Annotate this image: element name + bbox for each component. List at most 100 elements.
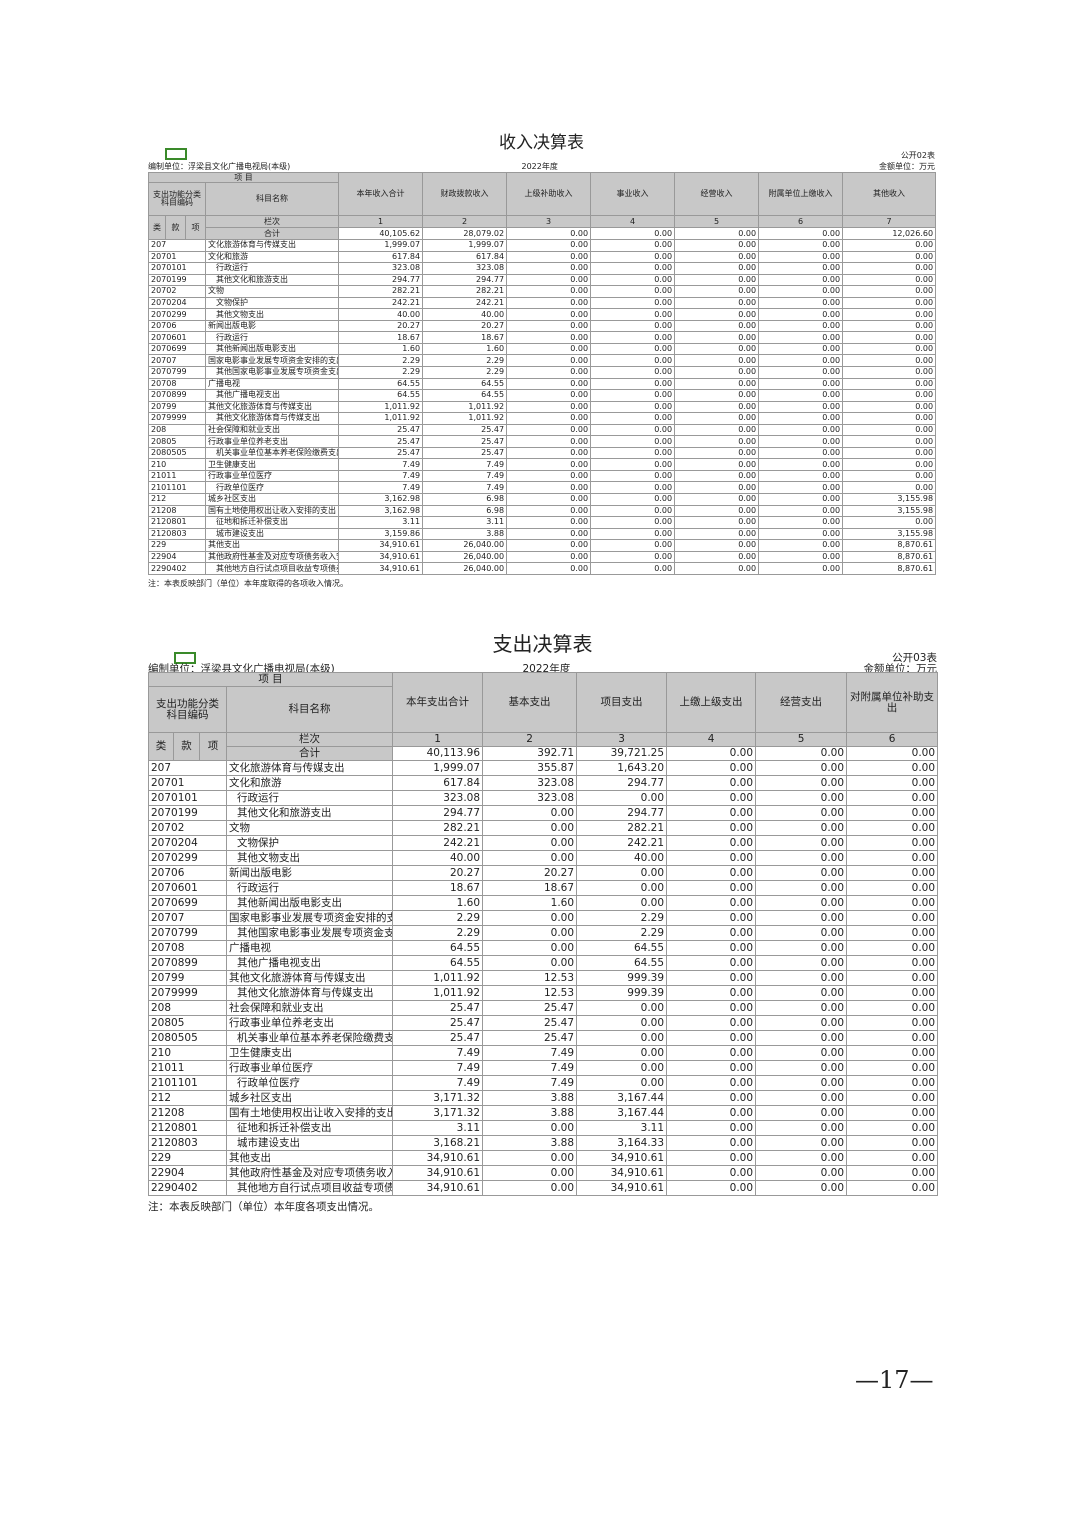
cell: 国有土地使用权出让收入安排的支出	[204, 504, 340, 518]
cell: 1,011.92	[422, 412, 508, 425]
cell: 34,910.61	[576, 1165, 668, 1181]
cell: 城乡社区支出	[204, 493, 340, 506]
cell: 2	[422, 215, 508, 228]
cell: 2070899	[148, 955, 227, 971]
cell: 26,040.00	[422, 550, 508, 564]
cell: 0.00	[755, 1090, 848, 1106]
cell: 0.00	[758, 516, 844, 529]
cell: 0.00	[674, 239, 760, 252]
cell: 18.67	[422, 331, 508, 344]
cell: 2079999	[148, 985, 227, 1001]
cell: 617.84	[338, 250, 424, 264]
cell: 64.55	[338, 377, 424, 391]
cell: 323.08	[392, 790, 484, 806]
cell: 3,155.98	[842, 504, 937, 518]
cell: 2.29	[576, 925, 668, 941]
data-row: 20707 国家电影事业发展专项资金安排的支出 2.29 2.29 0.00 0.00 0.…	[148, 354, 937, 367]
cell: 0.00	[842, 516, 937, 529]
cell: 新闻出版电影	[204, 319, 340, 333]
cell: 0.00	[846, 925, 939, 941]
cell: 2070799	[148, 925, 227, 941]
cell: 0.00	[846, 775, 939, 791]
cell: 0.00	[846, 1045, 939, 1061]
cell: 0.00	[758, 562, 844, 575]
cell: 0.00	[590, 285, 676, 298]
cell: 1,011.92	[392, 985, 484, 1001]
cell: 卫生健康支出	[204, 458, 340, 471]
cell: 0.00	[758, 308, 844, 321]
cell: 类	[148, 732, 174, 761]
cell: 0.00	[674, 227, 760, 240]
cell: 对附属单位补助支出	[846, 672, 939, 733]
cell: 0.00	[674, 493, 760, 506]
data-row: 229 其他支出 34,910.61 26,040.00 0.00 0.00 0.00 0.0…	[148, 539, 937, 552]
cell: 0.00	[506, 273, 592, 287]
data-row: 20701 文化和旅游 617.84 617.84 0.00 0.00 0.00 0.00 0.…	[148, 250, 937, 264]
cell: 0.00	[846, 940, 939, 956]
cell: 0.00	[758, 331, 844, 344]
cell: 25.47	[392, 1000, 484, 1016]
data-row: 212 城乡社区支出 3,171.32 3.88 3,167.44 0.00 0.00 0.0…	[148, 1090, 939, 1106]
cell: 0.00	[666, 1135, 757, 1151]
cell: 0.00	[576, 1060, 668, 1076]
data-row: 2101101 行政单位医疗 7.49 7.49 0.00 0.00 0.00 0.00	[148, 1075, 939, 1091]
cell: 0.00	[846, 895, 939, 911]
cell: 4	[590, 215, 676, 228]
data-row: 2080505 机关事业单位基本养老保险缴费支出 25.47 25.47 0.00 0.0…	[148, 446, 937, 460]
cell: 0.00	[666, 940, 757, 956]
cell: 3.11	[422, 516, 508, 529]
cell: 3.88	[482, 1135, 578, 1151]
cell: 文化旅游体育与传媒支出	[204, 239, 340, 252]
cell: 0.00	[846, 1180, 939, 1196]
cell: 18.67	[392, 880, 484, 896]
cell: 0.00	[576, 1000, 668, 1016]
data-row: 20702 文物 282.21 0.00 282.21 0.00 0.00 0.00	[148, 820, 939, 836]
cell: 0.00	[590, 423, 676, 437]
cell: 0.00	[590, 273, 676, 287]
cell: 0.00	[666, 955, 757, 971]
data-row: 2070204 文物保护 242.21 0.00 242.21 0.00 0.00 0.00	[148, 835, 939, 851]
cell: 0.00	[506, 331, 592, 344]
cell: 其他地方自行试点项目收益专项债券收入安排的支出	[204, 562, 340, 575]
cell: 0.00	[482, 1180, 578, 1196]
data-row: 20708 广播电视 64.55 64.55 0.00 0.00 0.00 0.00 0.00	[148, 377, 937, 391]
cell: 广播电视	[204, 377, 340, 391]
data-row: 20805 行政事业单位养老支出 25.47 25.47 0.00 0.00 0.00 0.0…	[148, 435, 937, 448]
data-row: 2070299 其他文物支出 40.00 0.00 40.00 0.00 0.00 0.00	[148, 850, 939, 866]
cell: 0.00	[842, 319, 937, 333]
cell: 0.00	[758, 273, 844, 287]
data-row: 22904其他政府性基金及对应专项债务收入安排的支出34,910.6126,04…	[148, 550, 937, 564]
cell: 2	[482, 732, 578, 747]
cell: 7.49	[422, 458, 508, 471]
cell: 0.00	[674, 481, 760, 495]
cell: 社会保障和就业支出	[225, 1000, 394, 1016]
cell: 28,079.02	[422, 227, 508, 240]
cell: 0.00	[666, 1075, 757, 1091]
cell: 208	[148, 423, 206, 437]
table-note: 注：本表反映部门（单位）本年度各项支出情况。	[148, 1201, 379, 1213]
cell: 0.00	[666, 746, 757, 761]
cell: 事业收入	[590, 172, 676, 216]
money-unit: 金额单位：万元	[879, 162, 935, 171]
cell: 行政事业单位医疗	[225, 1060, 394, 1076]
data-row: 20805 行政事业单位养老支出 25.47 25.47 0.00 0.00 0.00 0.0…	[148, 1015, 939, 1031]
cell: 2070799	[148, 366, 206, 379]
header-row: 支出功能分类科目编码 科目名称	[148, 686, 938, 733]
cell: 0.00	[674, 250, 760, 264]
cell: 0.00	[755, 910, 848, 926]
cell: 0.00	[506, 389, 592, 402]
cell: 0.00	[674, 308, 760, 321]
cell: 0.00	[506, 435, 592, 448]
cell: 0.00	[758, 469, 844, 483]
cell: 0.00	[674, 342, 760, 356]
cell: 0.00	[590, 539, 676, 552]
cell: 0.00	[674, 516, 760, 529]
cell: 0.00	[758, 366, 844, 379]
cell: 25.47	[338, 446, 424, 460]
cell: 0.00	[674, 319, 760, 333]
cell: 支出功能分类科目编码	[148, 182, 206, 216]
cell: 1,643.20	[576, 760, 668, 776]
cell: 0.00	[755, 790, 848, 806]
cell: 0.00	[576, 865, 668, 881]
cell: 20.27	[338, 319, 424, 333]
